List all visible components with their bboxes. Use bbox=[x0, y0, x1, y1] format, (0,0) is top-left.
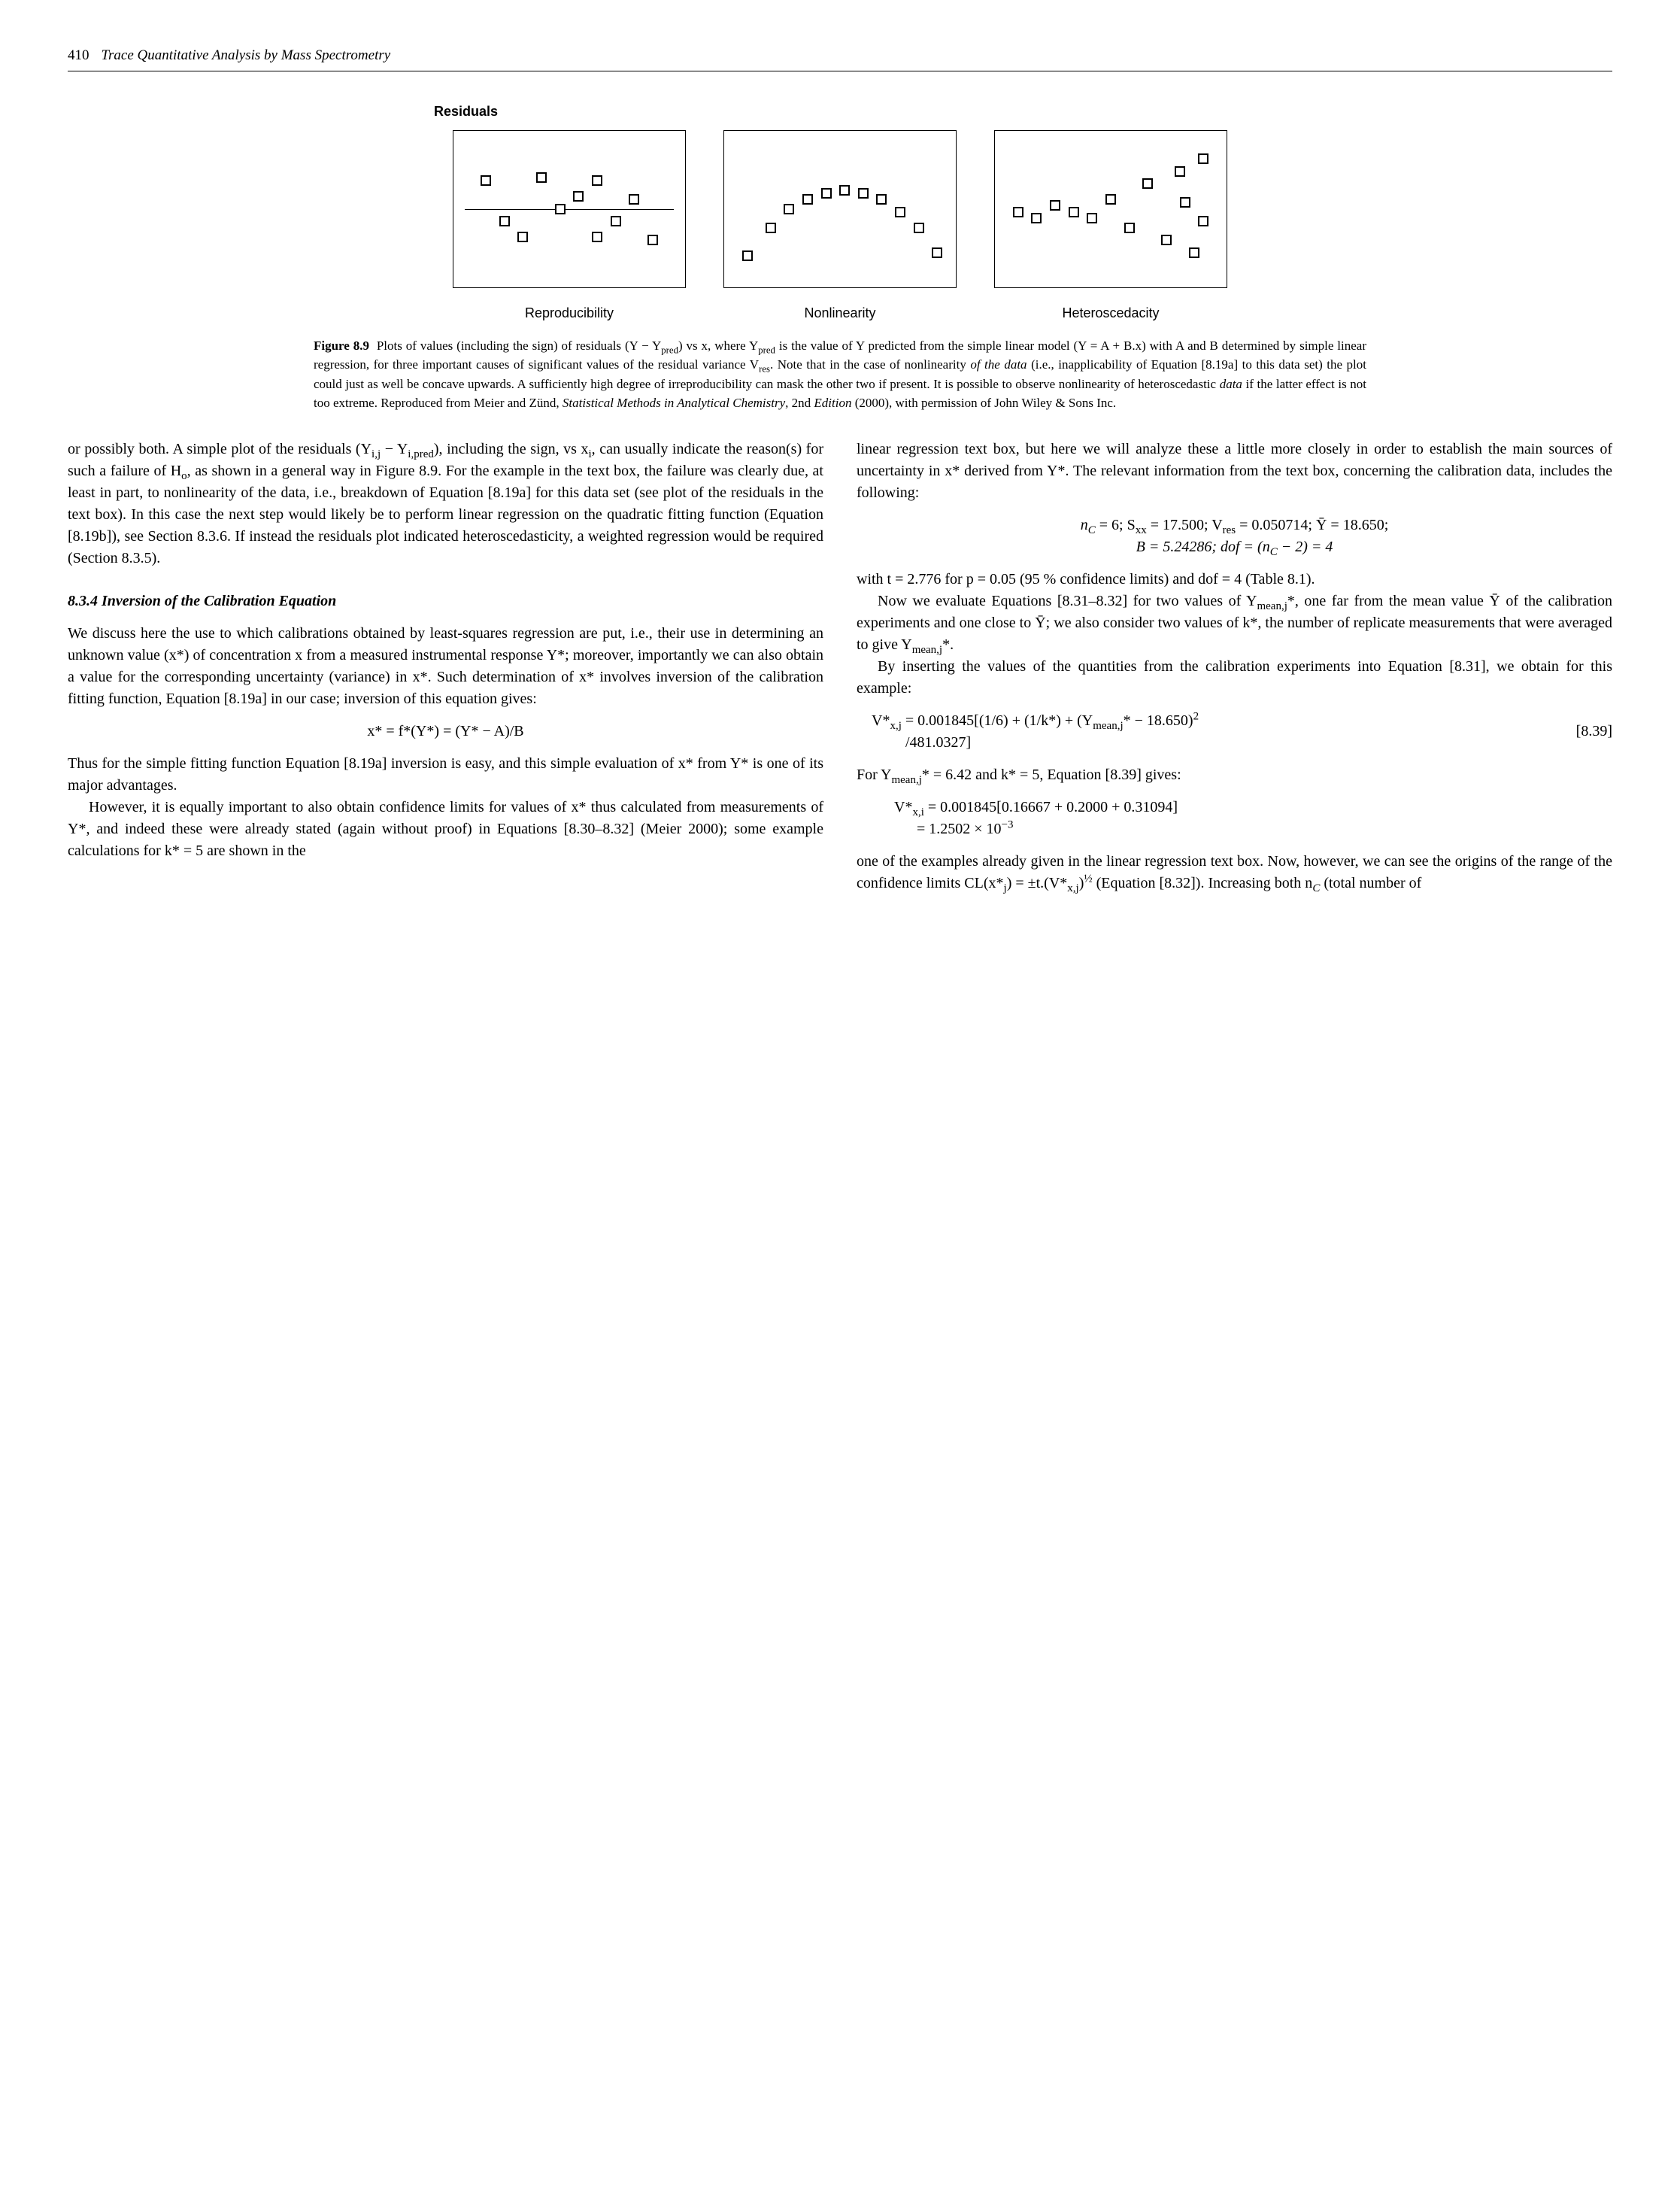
marker bbox=[1087, 213, 1097, 223]
figure-caption: Figure 8.9 Plots of values (including th… bbox=[314, 336, 1366, 413]
equation: x* = f*(Y*) = (Y* − A)/B bbox=[68, 721, 823, 742]
paragraph: Thus for the simple fitting function Equ… bbox=[68, 753, 823, 797]
running-title: Trace Quantitative Analysis by Mass Spec… bbox=[102, 45, 391, 66]
panel-label: Reproducibility bbox=[525, 303, 614, 323]
equation-8-39: V*x,j = 0.001845[(1/6) + (1/k*) + (Ymean… bbox=[857, 710, 1612, 754]
marker bbox=[536, 172, 547, 183]
marker bbox=[742, 250, 753, 261]
marker bbox=[1069, 207, 1079, 217]
paragraph: For Ymean,j* = 6.42 and k* = 5, Equation… bbox=[857, 764, 1612, 786]
marker bbox=[592, 175, 602, 186]
equation-calc: V*x,i = 0.001845[0.16667 + 0.2000 + 0.31… bbox=[857, 797, 1612, 840]
marker bbox=[914, 223, 924, 233]
figure-panels: Reproducibility Nonlinearity Heterosceda… bbox=[314, 130, 1366, 323]
paragraph: linear regression text box, but here we … bbox=[857, 439, 1612, 504]
paragraph: Now we evaluate Equations [8.31–8.32] fo… bbox=[857, 591, 1612, 656]
marker bbox=[821, 188, 832, 199]
marker bbox=[1013, 207, 1023, 217]
figure-8-9: Residuals Reproducibility Nonlinearity H… bbox=[314, 102, 1366, 413]
marker bbox=[647, 235, 658, 245]
marker bbox=[784, 204, 794, 214]
marker bbox=[499, 216, 510, 226]
paragraph: By inserting the values of the quantitie… bbox=[857, 656, 1612, 700]
marker bbox=[1124, 223, 1135, 233]
marker bbox=[517, 232, 528, 242]
marker bbox=[611, 216, 621, 226]
page-header: 410 Trace Quantitative Analysis by Mass … bbox=[68, 45, 1612, 71]
marker bbox=[932, 247, 942, 258]
paragraph: We discuss here the use to which calibra… bbox=[68, 623, 823, 710]
panel-label: Nonlinearity bbox=[804, 303, 875, 323]
marker bbox=[802, 194, 813, 205]
marker bbox=[1161, 235, 1172, 245]
marker bbox=[555, 204, 566, 214]
marker bbox=[1031, 213, 1042, 223]
marker bbox=[481, 175, 491, 186]
marker bbox=[1180, 197, 1190, 208]
panel-box bbox=[453, 130, 686, 288]
panel-label: Heteroscedacity bbox=[1062, 303, 1159, 323]
marker bbox=[629, 194, 639, 205]
marker bbox=[839, 185, 850, 196]
marker bbox=[1198, 153, 1208, 164]
marker bbox=[592, 232, 602, 242]
marker bbox=[1105, 194, 1116, 205]
equation-number: [8.39] bbox=[1570, 721, 1612, 742]
marker bbox=[1142, 178, 1153, 189]
body-columns: or possibly both. A simple plot of the r… bbox=[68, 439, 1612, 894]
marker bbox=[876, 194, 887, 205]
marker bbox=[766, 223, 776, 233]
left-column: or possibly both. A simple plot of the r… bbox=[68, 439, 823, 894]
panel-box bbox=[723, 130, 957, 288]
marker bbox=[573, 191, 584, 202]
panel-nonlinearity: Nonlinearity bbox=[723, 130, 957, 323]
marker bbox=[1198, 216, 1208, 226]
paragraph: However, it is equally important to also… bbox=[68, 797, 823, 862]
marker bbox=[1175, 166, 1185, 177]
figure-title: Residuals bbox=[434, 102, 1366, 121]
marker bbox=[1189, 247, 1199, 258]
paragraph: one of the examples already given in the… bbox=[857, 851, 1612, 894]
panel-box bbox=[994, 130, 1227, 288]
paragraph: with t = 2.776 for p = 0.05 (95 % confid… bbox=[857, 569, 1612, 591]
page-number: 410 bbox=[68, 45, 89, 66]
stats-block: nC = 6; Sxx = 17.500; Vres = 0.050714; Ȳ… bbox=[857, 515, 1612, 558]
section-heading: 8.3.4 Inversion of the Calibration Equat… bbox=[68, 591, 823, 612]
panel-reproducibility: Reproducibility bbox=[453, 130, 686, 323]
marker bbox=[895, 207, 905, 217]
baseline bbox=[465, 209, 674, 210]
marker bbox=[1050, 200, 1060, 211]
right-column: linear regression text box, but here we … bbox=[857, 439, 1612, 894]
paragraph: or possibly both. A simple plot of the r… bbox=[68, 439, 823, 569]
panel-heteroscedacity: Heteroscedacity bbox=[994, 130, 1227, 323]
caption-label: Figure 8.9 bbox=[314, 339, 369, 353]
marker bbox=[858, 188, 869, 199]
